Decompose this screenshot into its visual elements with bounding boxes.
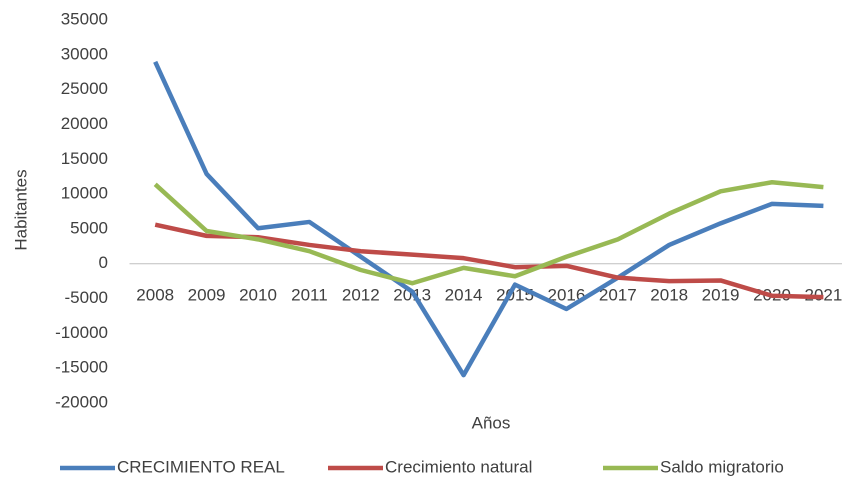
y-tick-label: 5000	[70, 218, 108, 237]
y-tick-label: 0	[99, 253, 108, 272]
x-tick-label: 2011	[291, 285, 328, 304]
series-line	[154, 222, 824, 300]
x-tick-label: 2009	[188, 285, 226, 304]
x-tick-label: 2016	[547, 285, 585, 304]
y-tick-label: -5000	[65, 288, 108, 307]
y-tick-label: -10000	[55, 323, 108, 342]
y-tick-label: 35000	[61, 9, 108, 28]
legend-label: CRECIMIENTO REAL	[117, 457, 285, 476]
x-tick-label: 2010	[239, 285, 277, 304]
series-line	[153, 180, 824, 286]
x-tick-label: 2012	[342, 285, 380, 304]
y-tick-label: 25000	[61, 79, 108, 98]
y-tick-label: 10000	[61, 184, 108, 203]
legend-label: Saldo migratorio	[660, 457, 784, 476]
y-tick-label: 15000	[61, 149, 108, 168]
x-axis-label: Años	[472, 413, 511, 432]
y-tick-label: -15000	[55, 358, 108, 377]
x-tick-label: 2019	[702, 285, 740, 304]
y-tick-label: -20000	[55, 392, 108, 411]
x-tick-label: 2017	[599, 285, 637, 304]
series-line	[153, 60, 824, 378]
x-tick-label: 2014	[445, 285, 483, 304]
y-tick-label: 30000	[61, 44, 108, 63]
y-axis-label: Habitantes	[11, 169, 30, 250]
legend-label: Crecimiento natural	[385, 457, 532, 476]
y-tick-label: 20000	[61, 114, 108, 133]
x-tick-label: 2008	[136, 285, 174, 304]
x-tick-label: 2018	[650, 285, 688, 304]
